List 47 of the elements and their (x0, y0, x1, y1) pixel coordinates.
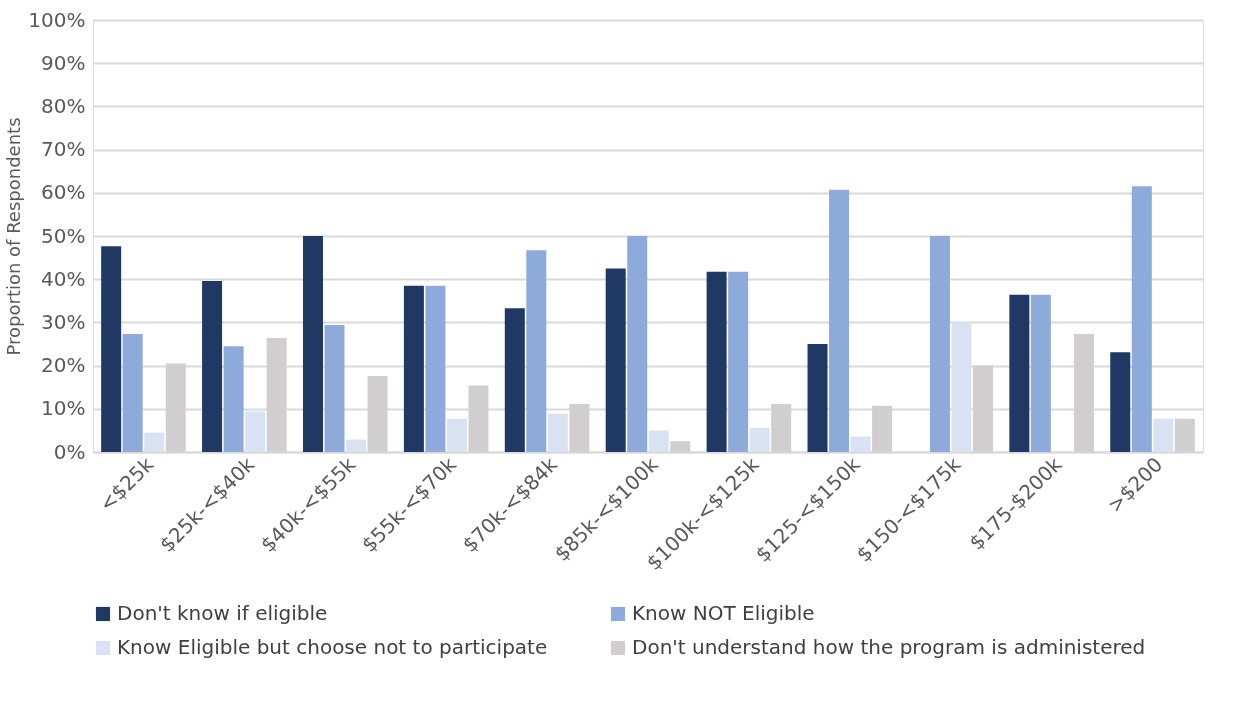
bar (425, 285, 446, 452)
y-tick-label: 60% (41, 180, 86, 205)
bar (547, 413, 568, 452)
y-tick-label: 10% (41, 396, 86, 421)
bar (302, 236, 323, 452)
bar (122, 334, 143, 452)
bar (144, 432, 165, 452)
bar (1110, 352, 1131, 452)
bar (929, 236, 950, 452)
bar (749, 427, 770, 452)
bar (850, 436, 871, 452)
bar (1009, 294, 1030, 452)
y-tick-label: 0% (53, 439, 86, 464)
legend-label: Don't know if eligible (117, 601, 328, 625)
bar (101, 246, 122, 452)
y-tick-label: 20% (41, 353, 86, 378)
legend-label: Don't understand how the program is administered (632, 635, 1146, 659)
bar (1030, 294, 1051, 452)
bar (202, 280, 223, 452)
bar (403, 285, 424, 452)
bar (324, 324, 345, 452)
legend-label: Know NOT Eligible (632, 601, 815, 625)
bar (627, 236, 648, 452)
y-tick-label: 70% (41, 137, 86, 162)
bar (346, 439, 367, 452)
bar (526, 250, 547, 452)
y-axis-title: Proportion of Respondents (3, 117, 25, 356)
bar (1153, 418, 1174, 452)
bar (706, 271, 727, 452)
bar (728, 271, 749, 452)
bar (807, 344, 828, 452)
y-tick-label: 40% (41, 266, 86, 291)
y-tick-label: 90% (41, 50, 86, 75)
bar (446, 418, 467, 452)
bar (951, 322, 972, 452)
y-tick-label: 30% (41, 309, 86, 334)
bar (829, 189, 850, 452)
y-tick-label: 100% (28, 7, 86, 32)
y-tick-label: 80% (41, 93, 86, 118)
legend-label: Know Eligible but choose not to participate (117, 635, 548, 659)
bar (1131, 186, 1152, 452)
bar (605, 268, 626, 452)
bar (648, 430, 669, 452)
bar (504, 308, 525, 452)
bar (245, 411, 266, 452)
bar (223, 346, 244, 452)
y-tick-label: 50% (41, 223, 86, 248)
